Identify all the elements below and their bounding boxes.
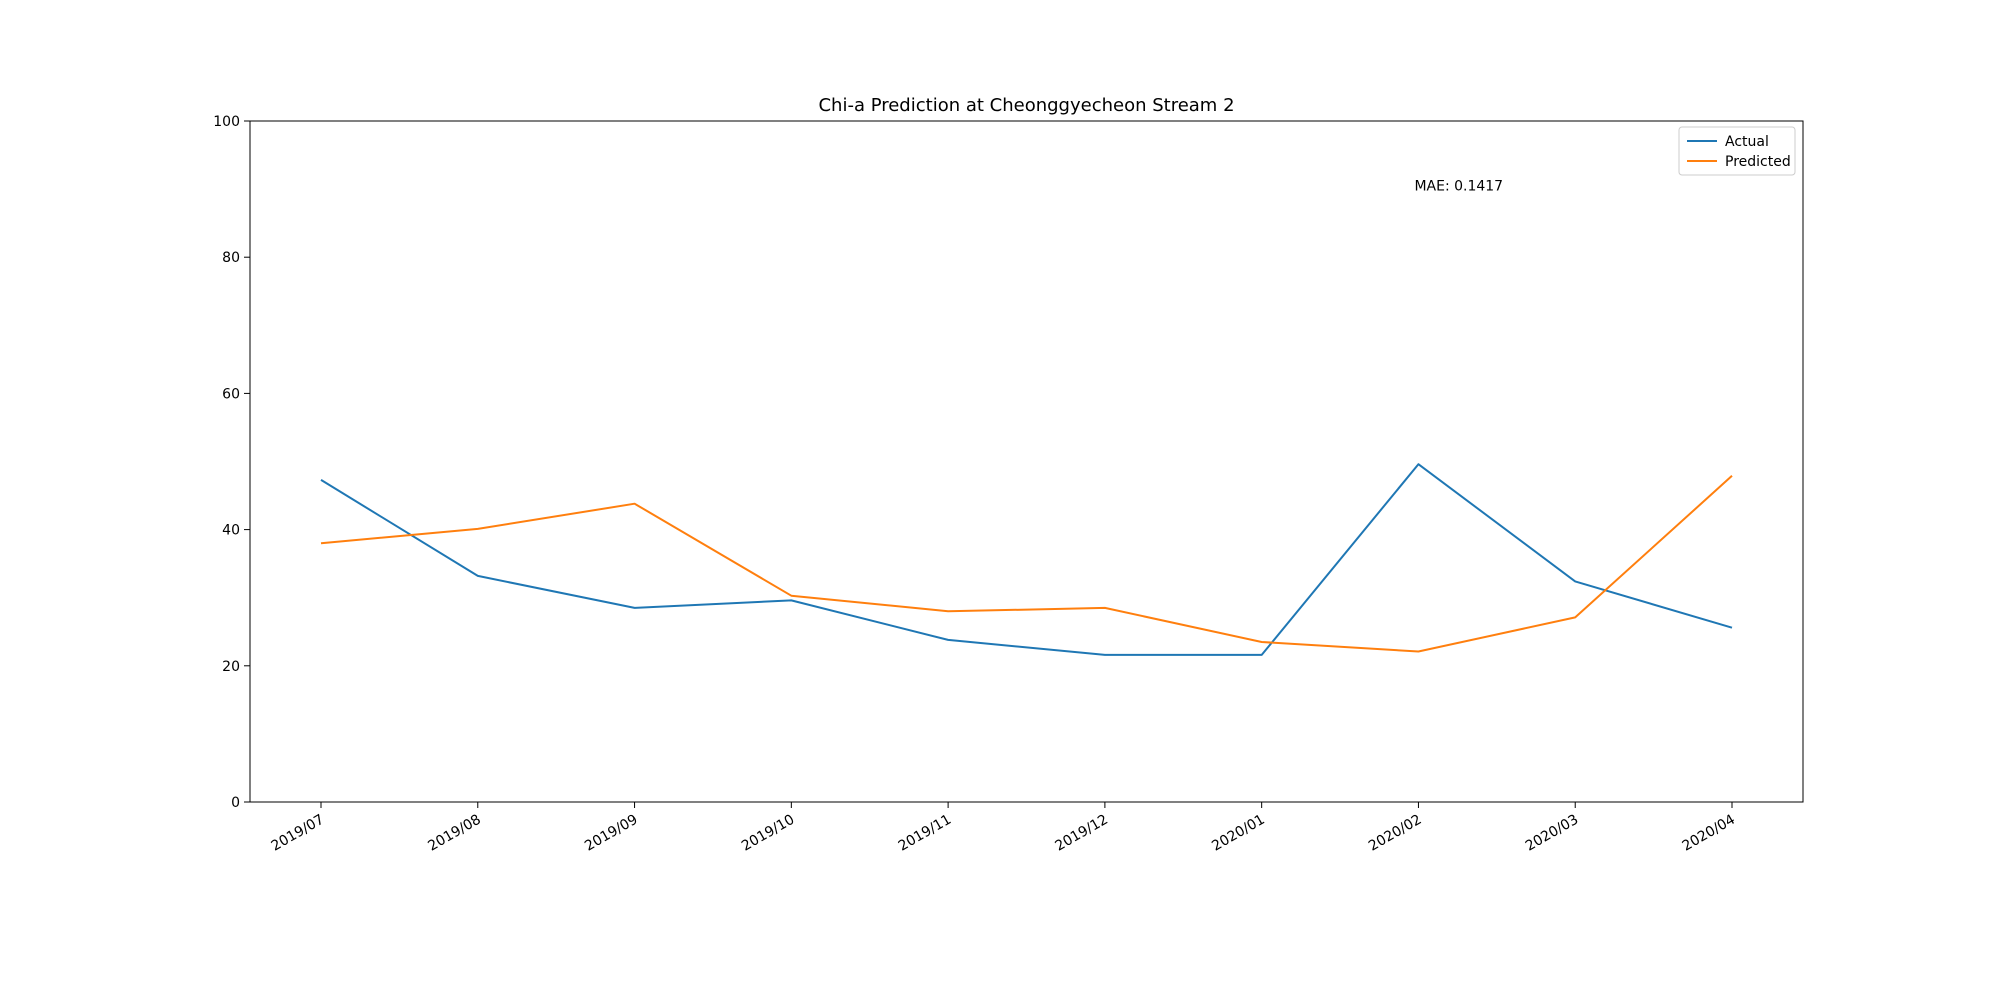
y-tick-label: 20 <box>222 659 240 675</box>
x-tick-label: 2019/09 <box>582 812 640 855</box>
legend-box <box>1678 126 1796 176</box>
chart-title: Chi-a Prediction at Cheonggyecheon Strea… <box>818 95 1234 116</box>
y-tick-label: 0 <box>231 795 240 811</box>
legend-label-0: Actual <box>1725 134 1769 150</box>
legend-label-1: Predicted <box>1725 154 1791 170</box>
x-tick-label: 2019/10 <box>739 812 797 855</box>
series-line-1 <box>320 475 1733 653</box>
x-tick-label: 2020/01 <box>1209 812 1267 855</box>
y-tick-label: 60 <box>222 386 240 402</box>
y-tick-label: 100 <box>213 114 240 130</box>
x-tick-label: 2020/03 <box>1523 812 1581 855</box>
mae-annotation: MAE: 0.1417 <box>1414 179 1503 195</box>
x-tick-label: 2020/02 <box>1366 812 1424 855</box>
series-line-0 <box>320 463 1733 656</box>
y-axis: 0 20 40 60 80 100 <box>213 114 250 811</box>
x-tick-label: 2020/04 <box>1680 812 1738 855</box>
plot-area <box>249 120 1804 803</box>
legend: Actual Predicted <box>1678 126 1796 176</box>
y-tick-label: 80 <box>222 250 240 266</box>
x-axis: 2019/07 2019/08 2019/09 2019/10 2019/11 2019/… <box>269 802 1738 855</box>
y-tick-label: 40 <box>222 523 240 539</box>
x-tick-label: 2019/11 <box>896 812 954 855</box>
plot-frame <box>249 120 1804 803</box>
x-tick-label: 2019/07 <box>269 812 327 855</box>
x-tick-label: 2019/12 <box>1053 812 1111 855</box>
x-tick-label: 2019/08 <box>425 812 483 855</box>
